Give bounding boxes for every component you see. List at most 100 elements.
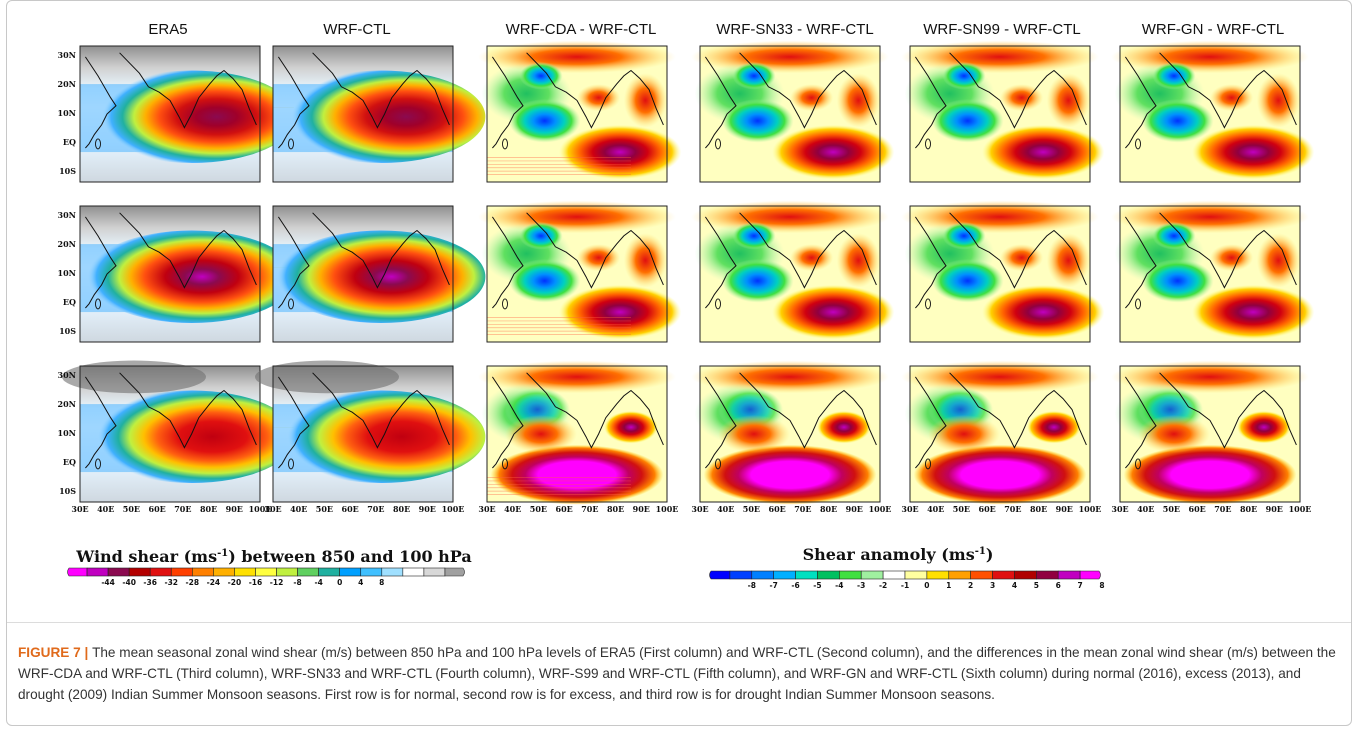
colorbar-tick-label: 7 xyxy=(1078,581,1083,590)
colorbar-tick-label: -36 xyxy=(143,578,157,587)
lat-label: EQ xyxy=(63,137,76,147)
colorbar-tick-label: -5 xyxy=(813,581,821,590)
colorbar-tick-label: -40 xyxy=(122,578,136,587)
lon-label: 100E xyxy=(442,504,465,514)
colorbar-tick-label: -28 xyxy=(186,578,200,587)
lon-label: 90E xyxy=(1266,504,1283,514)
lon-label: 80E xyxy=(200,504,217,514)
lon-label: 100E xyxy=(1079,504,1102,514)
colorbar-tick-label: -32 xyxy=(164,578,178,587)
colorbar-swatch xyxy=(277,568,298,576)
colorbar-tick-label: 0 xyxy=(337,578,342,587)
colorbar-swatch xyxy=(108,568,129,576)
colorbar-swatch xyxy=(213,568,234,576)
lon-label: 40E xyxy=(717,504,734,514)
colorbar-tick-label: 8 xyxy=(379,578,384,587)
lat-label: 10N xyxy=(58,268,76,278)
lon-label: 50E xyxy=(953,504,970,514)
colorbar-swatch xyxy=(1036,571,1058,579)
colorbar-swatch xyxy=(192,568,213,576)
lon-label: 40E xyxy=(927,504,944,514)
lon-label: 100E xyxy=(869,504,892,514)
column-title-5: WRF-SN99 - WRF-CTL xyxy=(923,21,1081,38)
lon-label: 40E xyxy=(504,504,521,514)
column-title-4: WRF-SN33 - WRF-CTL xyxy=(716,21,874,38)
colorbar-swatch xyxy=(730,571,752,579)
map-panel-r2-c6 xyxy=(1111,201,1314,342)
lat-label: EQ xyxy=(63,457,76,467)
map-panel-r1-c6 xyxy=(1111,41,1314,182)
colorbar-swatch xyxy=(1080,571,1100,579)
colorbar-tick-label: 4 xyxy=(358,578,363,587)
lon-label: 100E xyxy=(656,504,679,514)
lon-label: 90E xyxy=(1056,504,1073,514)
lon-label: 90E xyxy=(226,504,243,514)
colorbar-swatch xyxy=(424,568,445,576)
colorbar-tick-label: 5 xyxy=(1034,581,1039,590)
colorbar-swatch xyxy=(171,568,192,576)
colorbar-tick-label: -3 xyxy=(857,581,865,590)
colorbar-swatch xyxy=(255,568,276,576)
lon-label: 50E xyxy=(1163,504,1180,514)
map-panel-r3-c5 xyxy=(901,361,1099,505)
colorbar-shear-anomaly: Shear anamoly (ms-1) -8 -7 -6 -5 -4 -3 -2 -1 0 1 2… xyxy=(710,545,1105,590)
lon-label: 80E xyxy=(607,504,624,514)
colorbar-tick-label: 0 xyxy=(924,581,929,590)
colorbar-swatch xyxy=(949,571,971,579)
lon-label: 30E xyxy=(71,504,88,514)
lon-label: 60E xyxy=(979,504,996,514)
colorbar-swatch xyxy=(752,571,774,579)
colorbar-swatch xyxy=(87,568,108,576)
lon-label: 30E xyxy=(1111,504,1128,514)
colorbar-tick-label: -16 xyxy=(249,578,263,587)
map-panel-r2-c3 xyxy=(478,201,681,342)
column-title-1: ERA5 xyxy=(148,21,187,38)
colorbar-swatch xyxy=(234,568,255,576)
map-panel-r2-c2 xyxy=(273,206,485,342)
lon-label: 90E xyxy=(419,504,436,514)
colorbar-tick-label: -6 xyxy=(791,581,799,590)
colorbar-tick-label: -7 xyxy=(769,581,777,590)
lat-label: 30N xyxy=(58,370,76,380)
lon-label: 30E xyxy=(264,504,281,514)
colorbar-swatch xyxy=(883,571,905,579)
lon-label: 80E xyxy=(393,504,410,514)
lon-label: 60E xyxy=(556,504,573,514)
caption-text: The mean seasonal zonal wind shear (m/s)… xyxy=(18,645,1336,702)
colorbar-tick-label: -8 xyxy=(293,578,301,587)
colorbar-swatch xyxy=(445,568,465,576)
column-title-2: WRF-CTL xyxy=(323,21,391,38)
map-panel-r1-c4 xyxy=(691,41,894,182)
colorbar-tick-label: -44 xyxy=(101,578,115,587)
lon-label: 70E xyxy=(1004,504,1021,514)
colorbar-tick-label: 6 xyxy=(1056,581,1061,590)
colorbar-swatch xyxy=(361,568,382,576)
colorbar-tick-label: 3 xyxy=(990,581,995,590)
colorbar-swatch xyxy=(129,568,150,576)
map-panel-r2-c1 xyxy=(80,206,296,342)
map-panel-r3-c3 xyxy=(478,361,676,505)
lat-label: 10S xyxy=(59,326,76,336)
map-panel-r2-c4 xyxy=(691,201,894,342)
lon-label: 40E xyxy=(290,504,307,514)
lon-label: 30E xyxy=(478,504,495,514)
colorbar-tick-label: -8 xyxy=(748,581,756,590)
lon-label: 70E xyxy=(581,504,598,514)
figure-label: FIGURE 7 xyxy=(18,645,81,660)
lat-label: EQ xyxy=(63,297,76,307)
lat-label: 10S xyxy=(59,486,76,496)
lon-label: 30E xyxy=(901,504,918,514)
map-panel-r1-c3 xyxy=(478,41,681,182)
lon-label: 100E xyxy=(1289,504,1312,514)
lon-label: 60E xyxy=(149,504,166,514)
colorbar-swatch xyxy=(319,568,340,576)
map-panel-r3-c4 xyxy=(691,361,889,505)
colorbar-tick-label: -24 xyxy=(207,578,221,587)
colorbar-swatch xyxy=(839,571,861,579)
caption-separator: | xyxy=(81,645,92,660)
colorbar-tick-label: -20 xyxy=(228,578,242,587)
colorbar-swatch xyxy=(150,568,171,576)
map-panel-r1-c1 xyxy=(80,46,296,182)
lat-label: 20N xyxy=(58,79,76,89)
lat-label: 10N xyxy=(58,108,76,118)
